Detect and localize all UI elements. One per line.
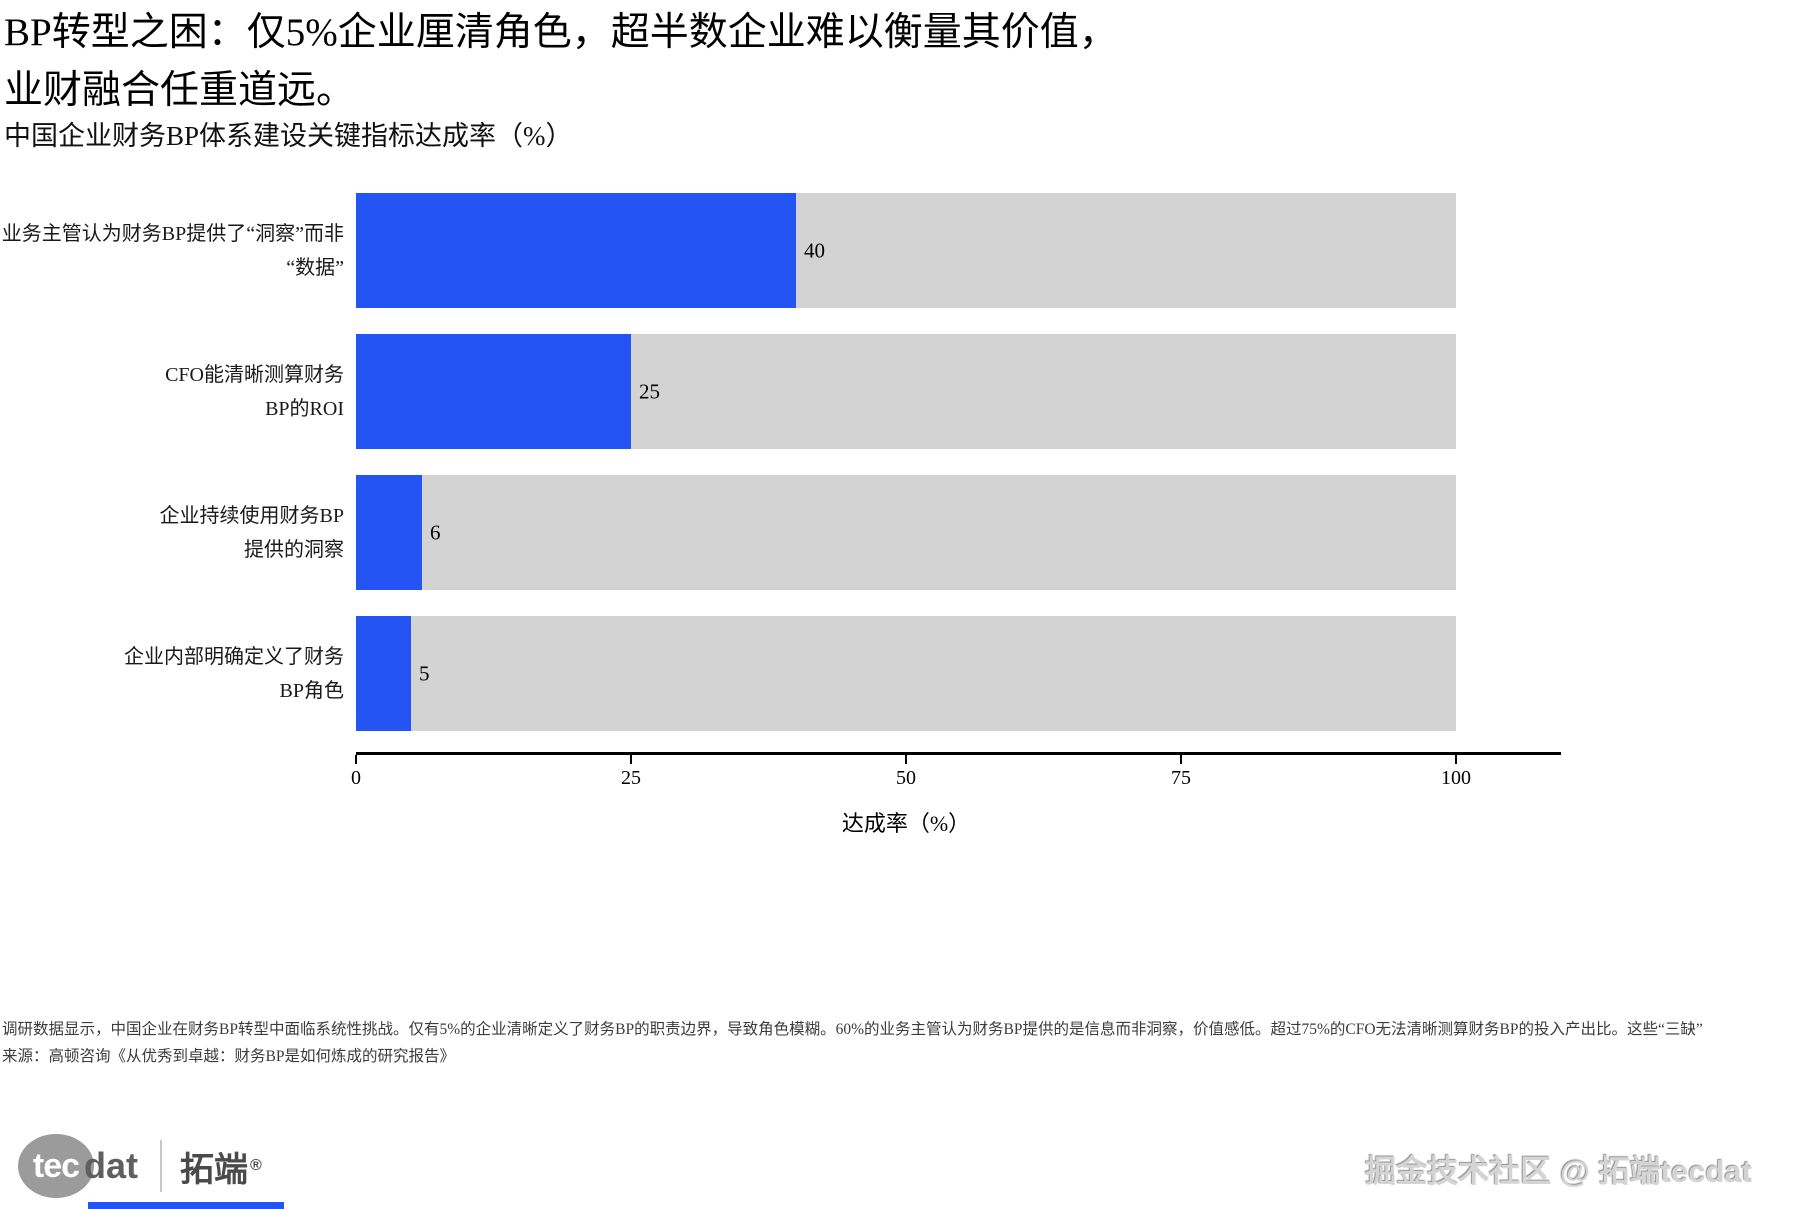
x-axis-tick: 0 xyxy=(351,755,361,790)
bar-value-label: 5 xyxy=(419,661,430,685)
category-label-line: 业务主管认为财务BP提供了“洞察”而非 xyxy=(1,222,344,245)
bar-value-label: 6 xyxy=(430,520,441,544)
category-label-line: CFO能清晰测算财务 xyxy=(165,363,344,386)
logo-circle-icon: tec xyxy=(18,1134,94,1198)
bar-value-label: 40 xyxy=(804,238,825,262)
bar-fill xyxy=(356,475,422,590)
tick-label: 50 xyxy=(896,767,916,789)
bar-fill xyxy=(356,334,631,449)
tick-label: 25 xyxy=(621,767,641,789)
bar-row: 业务主管认为财务BP提供了“洞察”而非 “数据” 40 xyxy=(0,193,1814,308)
logo-divider xyxy=(160,1140,162,1192)
category-label: 企业持续使用财务BP 提供的洞察 xyxy=(0,499,344,567)
page-title: BP转型之困：仅5%企业厘清角色，超半数企业难以衡量其价值， 业财融合任重道远。 xyxy=(4,4,1784,120)
bottom-blue-strip xyxy=(88,1202,284,1209)
bar-track: 40 xyxy=(356,193,1456,308)
bar-row: CFO能清晰测算财务 BP的ROI 25 xyxy=(0,334,1814,449)
tick-mark xyxy=(1180,755,1182,764)
title-line-2: 业财融合任重道远。 xyxy=(4,69,356,112)
bar-track: 25 xyxy=(356,334,1456,449)
footnote-source: 来源：高顿咨询《从优秀到卓越：财务BP是如何炼成的研究报告》 xyxy=(2,1048,455,1065)
bar-fill xyxy=(356,193,796,308)
bar-row: 企业持续使用财务BP 提供的洞察 6 xyxy=(0,475,1814,590)
category-label-line: 企业内部明确定义了财务 xyxy=(124,645,344,668)
x-axis-tick: 25 xyxy=(621,755,641,790)
tick-mark xyxy=(630,755,632,764)
x-axis-line xyxy=(356,752,1561,755)
category-label-line: 提供的洞察 xyxy=(244,538,344,561)
bar-value-label: 25 xyxy=(639,379,660,403)
watermark: 掘金技术社区 @ 拓端tecdat xyxy=(1365,1154,1752,1189)
registered-mark-icon: ® xyxy=(250,1157,262,1174)
logo-tec-text: tec xyxy=(32,1146,80,1185)
bar-fill xyxy=(356,616,411,731)
category-label-line: 企业持续使用财务BP xyxy=(159,504,344,527)
bar-row: 企业内部明确定义了财务 BP角色 5 xyxy=(0,616,1814,731)
logo-dat-text: dat xyxy=(84,1145,138,1186)
x-axis-tick: 100 xyxy=(1441,755,1471,790)
x-axis: 0 25 50 75 100 xyxy=(351,752,1561,812)
category-label-line: “数据” xyxy=(286,256,344,279)
tecdat-logo: tec dat 拓端 ® xyxy=(18,1134,262,1198)
tick-mark xyxy=(905,755,907,764)
x-axis-title: 达成率（%） xyxy=(841,811,971,836)
bar-track: 5 xyxy=(356,616,1456,731)
category-label: CFO能清晰测算财务 BP的ROI xyxy=(0,358,344,426)
x-axis-tick: 50 xyxy=(896,755,916,790)
tick-label: 100 xyxy=(1441,767,1471,789)
category-label: 企业内部明确定义了财务 BP角色 xyxy=(0,640,344,708)
footnote: 调研数据显示，中国企业在财务BP转型中面临系统性挑战。仅有5%的企业清晰定义了财… xyxy=(2,1016,1814,1070)
chart-subtitle: 中国企业财务BP体系建设关键指标达成率（%） xyxy=(4,121,573,151)
logo-chinese-text: 拓端 xyxy=(180,1150,248,1189)
tick-label: 75 xyxy=(1171,767,1191,789)
x-axis-tick: 75 xyxy=(1171,755,1191,790)
tick-mark xyxy=(1455,755,1457,764)
title-line-1: BP转型之困：仅5%企业厘清角色，超半数企业难以衡量其价值， xyxy=(4,11,1118,54)
tick-mark xyxy=(355,755,357,764)
category-label-line: BP的ROI xyxy=(265,397,344,420)
footnote-text: 调研数据显示，中国企业在财务BP转型中面临系统性挑战。仅有5%的企业清晰定义了财… xyxy=(2,1021,1703,1038)
bar-track: 6 xyxy=(356,475,1456,590)
tick-label: 0 xyxy=(351,767,361,789)
category-label-line: BP角色 xyxy=(279,679,344,702)
category-label: 业务主管认为财务BP提供了“洞察”而非 “数据” xyxy=(0,217,344,285)
